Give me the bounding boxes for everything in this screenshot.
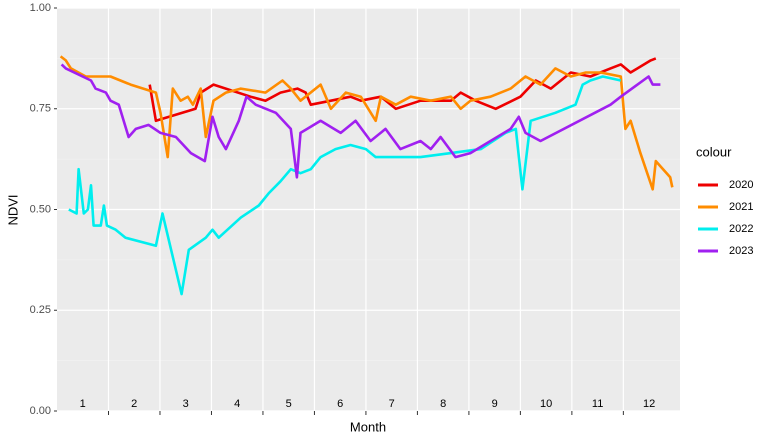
x-tick-label: 1: [80, 398, 86, 410]
x-tick-label: 12: [643, 398, 655, 410]
legend-label: 2020: [729, 179, 753, 191]
x-tick-label: 9: [492, 398, 498, 410]
series-line: [59, 55, 674, 191]
x-tick-label: 5: [286, 398, 292, 410]
x-tick-label: 8: [440, 398, 446, 410]
legend-label: 2023: [729, 245, 753, 257]
y-tick-label: 0.00: [30, 405, 51, 417]
x-tick-label: 6: [337, 398, 343, 410]
series-line: [60, 63, 661, 179]
series-line: [148, 57, 657, 123]
y-tick-label: 0.75: [30, 103, 51, 115]
x-tick-label: 4: [234, 398, 240, 410]
y-tick-label: 0.50: [30, 203, 51, 215]
y-tick-label: 0.25: [30, 304, 51, 316]
x-axis-label: Month: [350, 419, 386, 434]
x-tick-label: 7: [389, 398, 395, 410]
y-tick-label: 1.00: [30, 2, 51, 14]
x-tick-label: 3: [183, 398, 189, 410]
series-line: [68, 75, 622, 296]
legend-label: 2021: [729, 201, 753, 213]
x-tick-label: 10: [540, 398, 552, 410]
x-tick-label: 11: [592, 398, 603, 410]
x-tick-label: 2: [131, 398, 137, 410]
legend-label: 2022: [729, 223, 753, 235]
legend-title: colour: [696, 144, 732, 159]
y-axis-label: NDVI: [5, 194, 20, 225]
